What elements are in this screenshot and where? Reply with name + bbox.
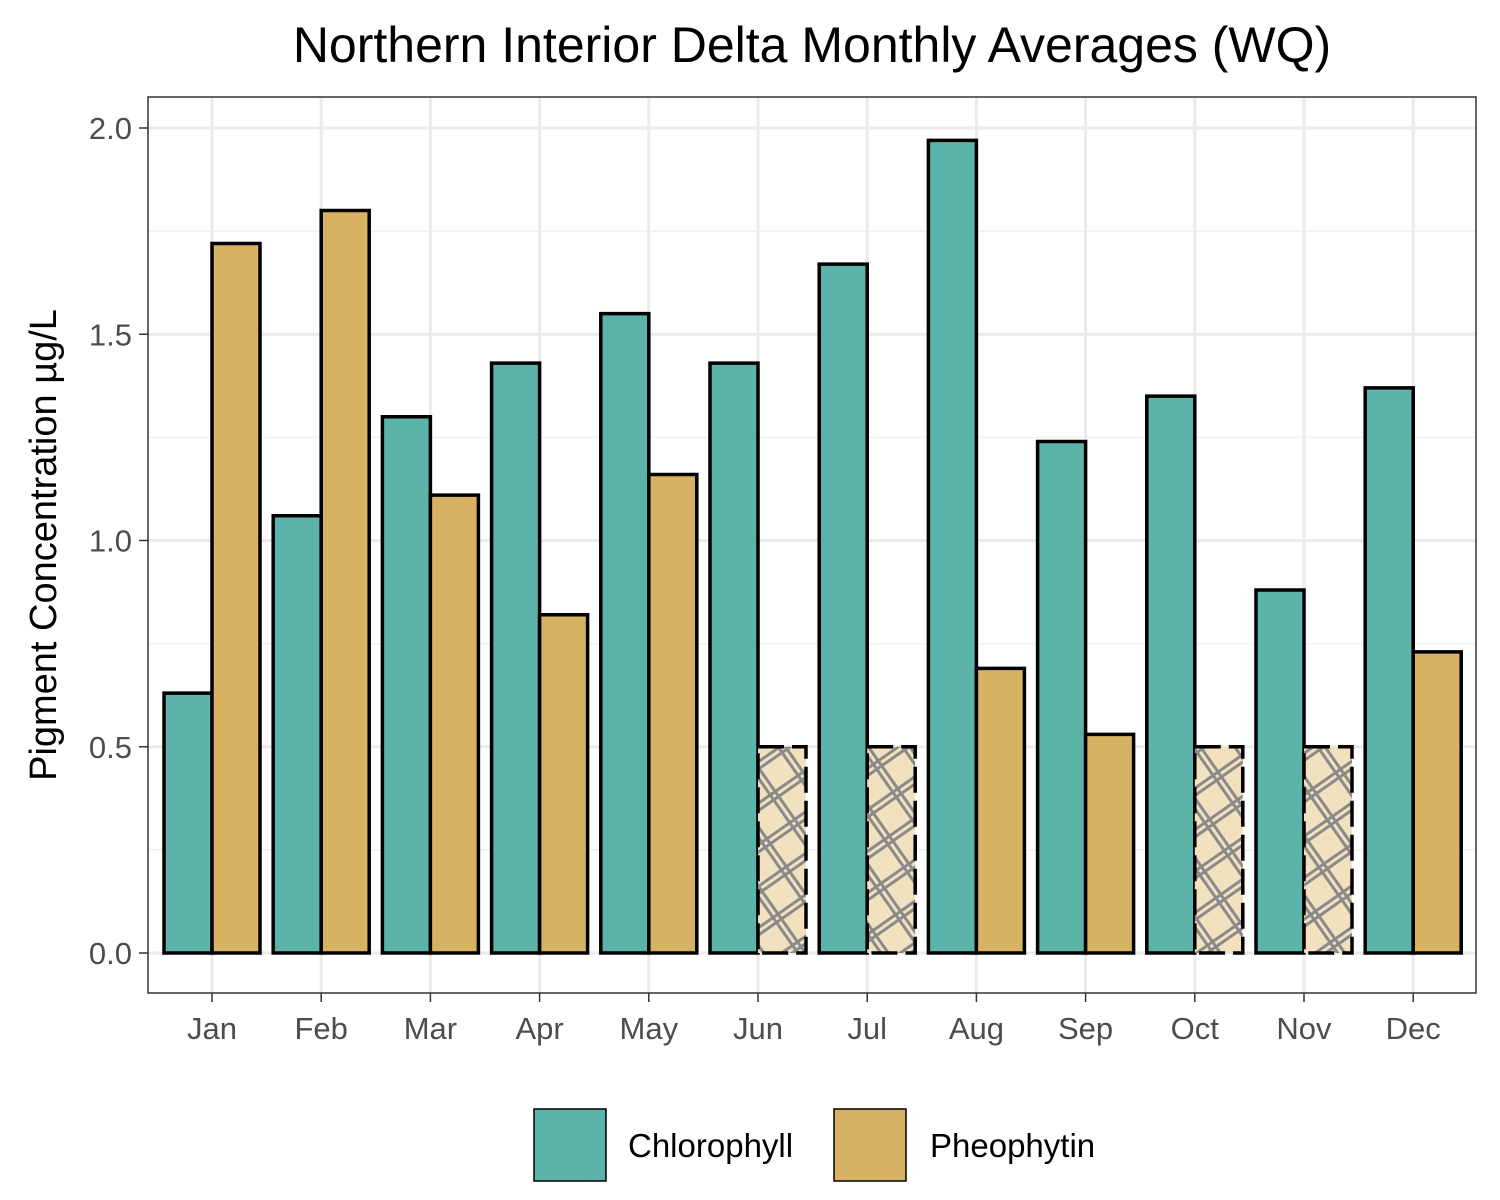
legend: Chlorophyll Pheophytin xyxy=(533,1108,1095,1182)
x-tick-label: May xyxy=(620,1011,679,1046)
x-axis: Jan Feb Mar Apr May Jun Jul Aug Sep Oct Nov Dec xyxy=(187,993,1441,1046)
bar-chlorophyll-dec xyxy=(1363,386,1415,955)
legend-label-pheophytin: Pheophytin xyxy=(930,1127,1095,1164)
bar-chlorophyll-jan xyxy=(162,691,214,955)
x-tick-label: Apr xyxy=(515,1011,563,1046)
legend-swatch-chlorophyll xyxy=(533,1108,607,1182)
bar-pheophytin-feb xyxy=(319,208,371,955)
legend-swatch-pheophytin xyxy=(833,1108,907,1182)
x-tick-label: Oct xyxy=(1171,1011,1220,1046)
bar-pheophytin-jun xyxy=(756,745,808,955)
bar-chlorophyll-may xyxy=(599,311,651,955)
bar-pheophytin-may xyxy=(647,472,699,955)
y-tick-label: 1.5 xyxy=(89,317,132,352)
bars xyxy=(162,138,1463,955)
y-axis: 0.0 0.5 1.0 1.5 2.0 xyxy=(89,111,148,971)
bar-chlorophyll-jun xyxy=(708,361,760,955)
y-tick-label: 1.0 xyxy=(89,524,132,559)
y-tick-label: 2.0 xyxy=(89,111,132,146)
bar-pheophytin-jul xyxy=(865,745,917,955)
bar-pheophytin-nov xyxy=(1302,745,1354,955)
legend-label-chlorophyll: Chlorophyll xyxy=(628,1127,793,1164)
bar-pheophytin-apr xyxy=(537,613,590,955)
bar-pheophytin-sep xyxy=(1083,732,1136,955)
bar-pheophytin-mar xyxy=(428,493,481,955)
x-tick-label: Aug xyxy=(949,1011,1004,1046)
bar-chlorophyll-apr xyxy=(489,361,542,955)
bar-chlorophyll-mar xyxy=(380,415,433,955)
y-tick-label: 0.5 xyxy=(89,730,132,765)
bar-chlorophyll-sep xyxy=(1035,439,1088,955)
x-tick-label: Sep xyxy=(1058,1011,1113,1046)
x-tick-label: Mar xyxy=(404,1011,457,1046)
x-tick-label: Jan xyxy=(187,1011,237,1046)
x-tick-label: Jun xyxy=(733,1011,783,1046)
x-tick-label: Nov xyxy=(1276,1011,1332,1046)
bar-chlorophyll-nov xyxy=(1254,588,1306,955)
chart-title: Northern Interior Delta Monthly Averages… xyxy=(293,17,1331,73)
bar-chlorophyll-jul xyxy=(817,262,869,955)
x-tick-label: Jul xyxy=(847,1011,887,1046)
bar-chlorophyll-oct xyxy=(1145,394,1197,955)
bar-pheophytin-jan xyxy=(210,241,262,955)
bar-pheophytin-dec xyxy=(1411,650,1463,955)
bar-pheophytin-aug xyxy=(974,666,1027,955)
bar-chlorophyll-feb xyxy=(271,514,323,955)
y-axis-title: Pigment Concentration µg/L xyxy=(23,309,65,781)
y-tick-label: 0.0 xyxy=(89,936,132,971)
bar-pheophytin-oct xyxy=(1193,745,1245,955)
bar-chlorophyll-aug xyxy=(926,138,979,955)
plot-border xyxy=(147,96,1477,994)
x-tick-label: Dec xyxy=(1386,1011,1441,1046)
x-tick-label: Feb xyxy=(294,1011,347,1046)
